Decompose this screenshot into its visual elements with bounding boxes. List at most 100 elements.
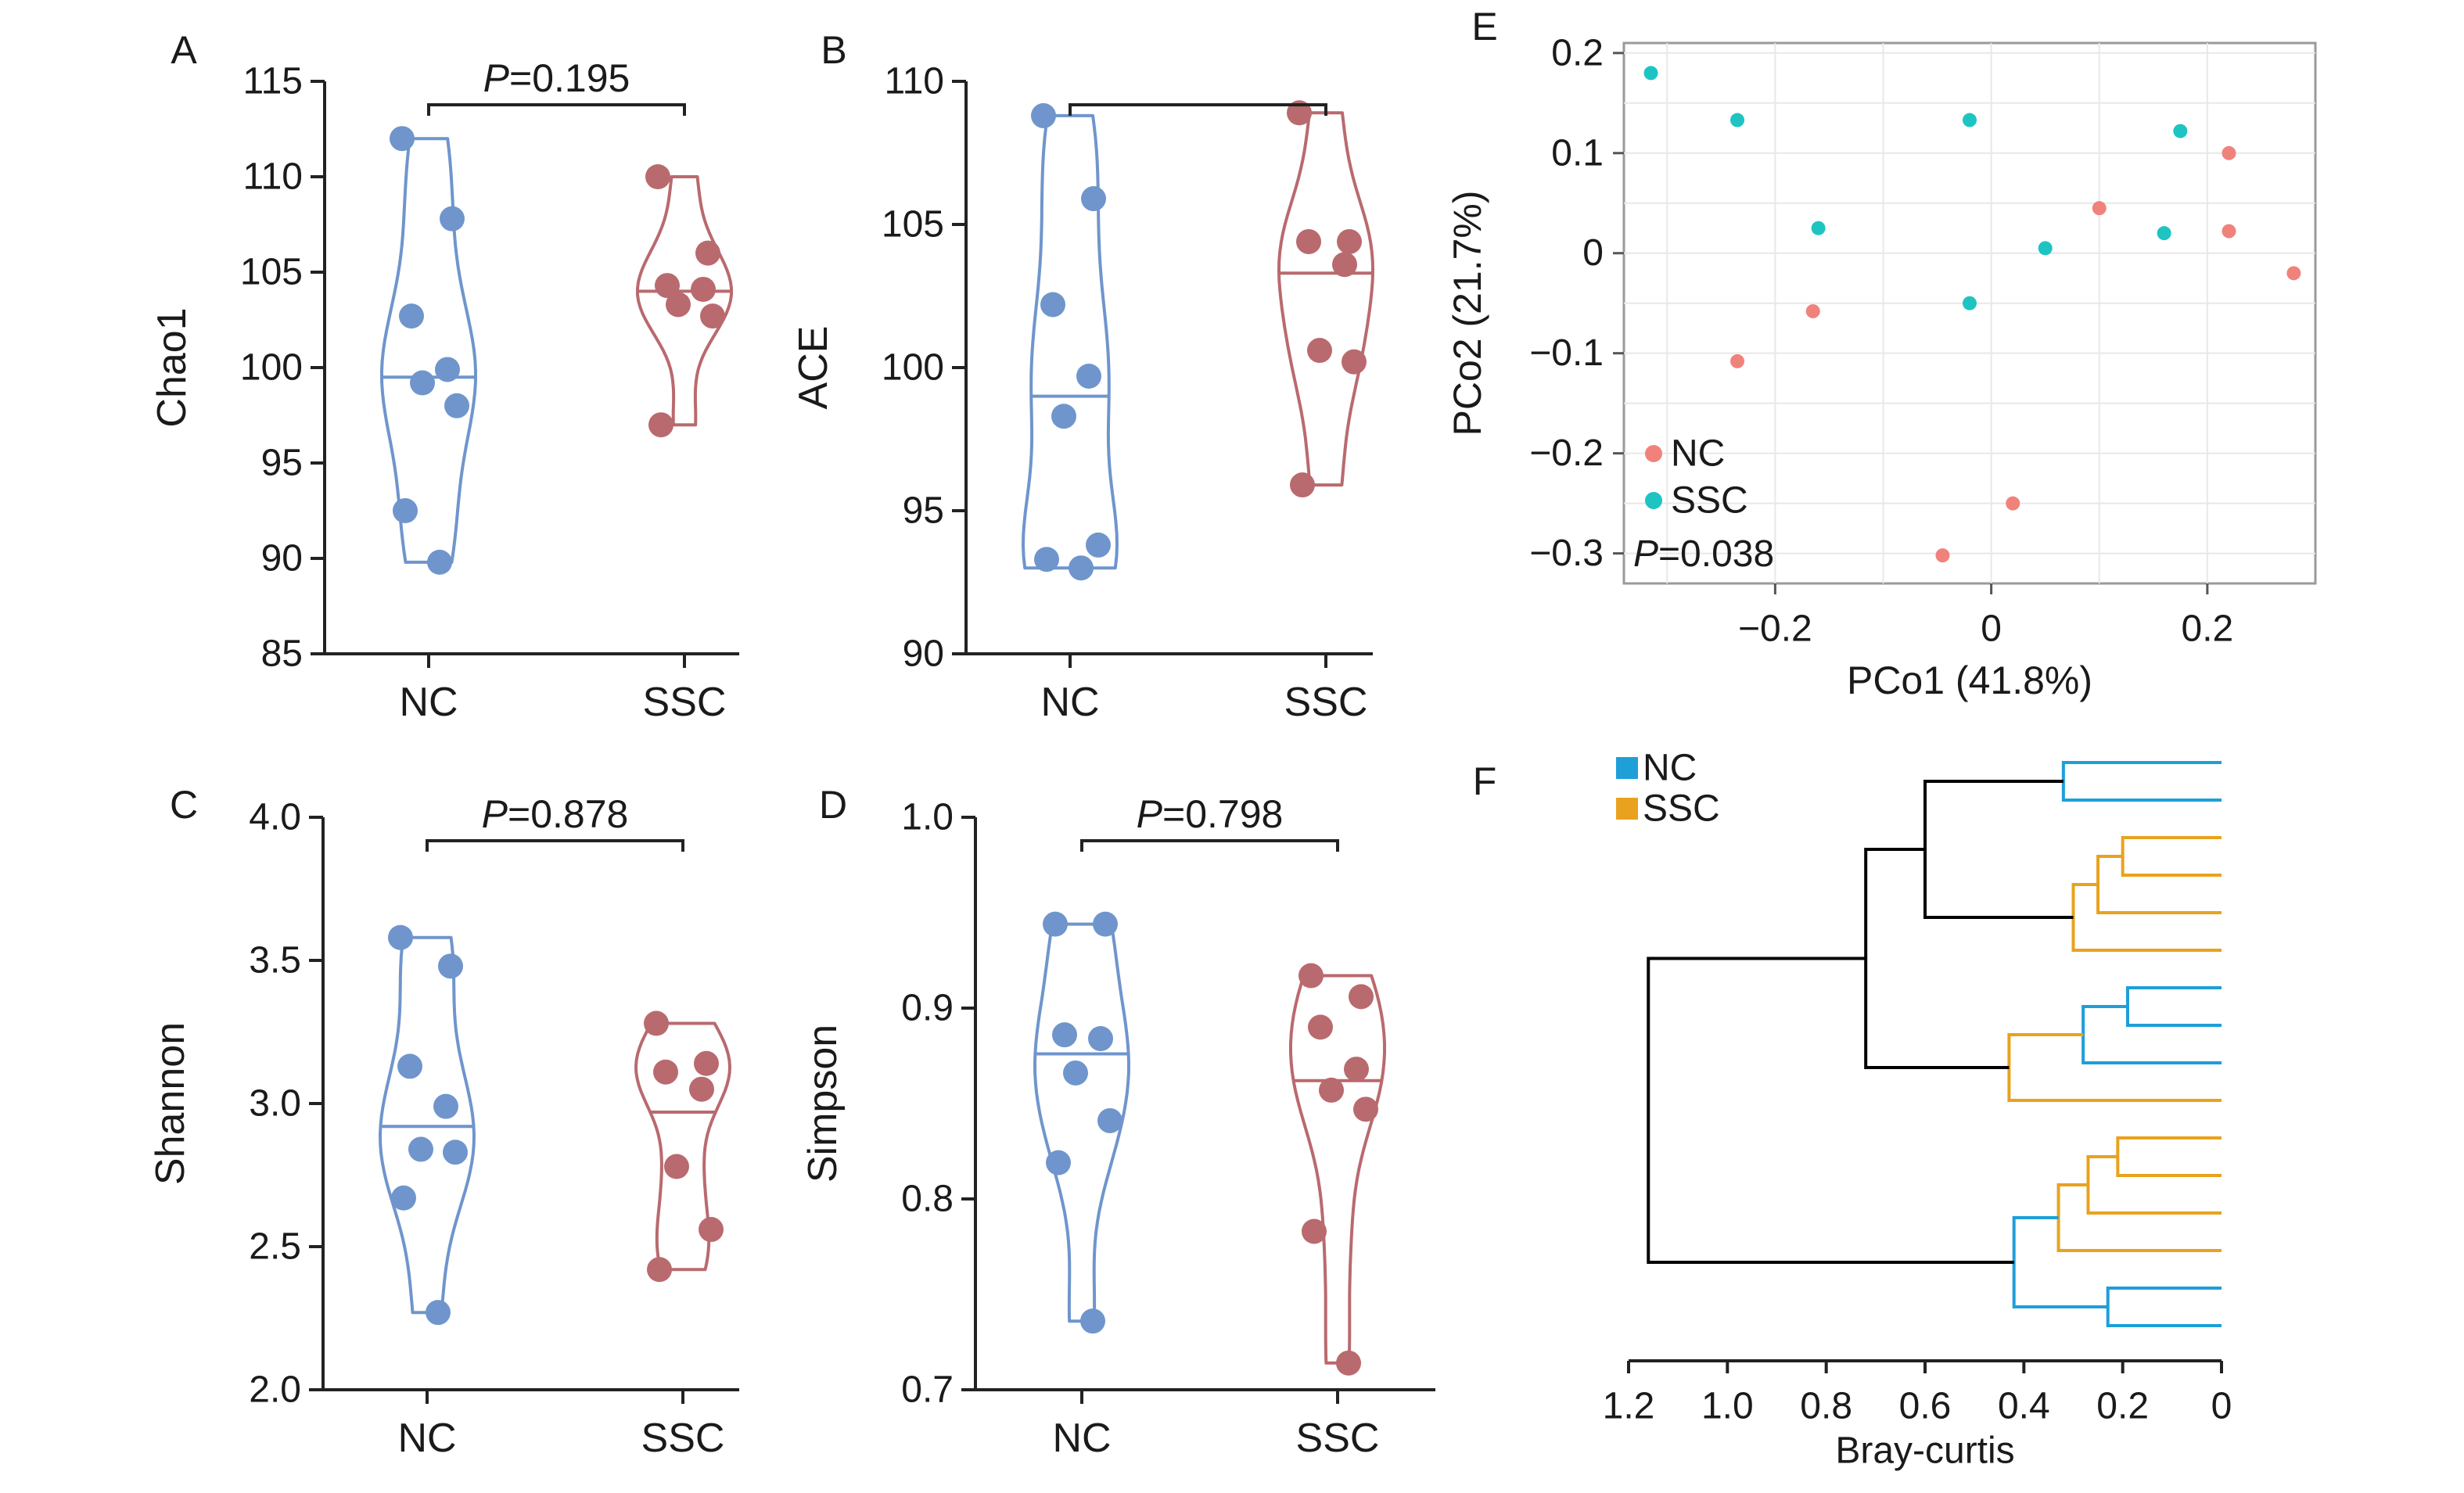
plot-area (1622, 41, 2317, 585)
p-value-label: P=0.195 (483, 56, 630, 100)
data-point (1319, 1077, 1344, 1103)
p-value: =0.195 (509, 56, 630, 100)
y-tick-label: 110 (884, 61, 944, 102)
legend-label: SSC (1643, 788, 1720, 830)
dendrogram-branch (2012, 1216, 2108, 1308)
data-point (691, 276, 716, 302)
violin-ssc (1289, 974, 1386, 1365)
data-point (1097, 1107, 1122, 1133)
data-point (1298, 963, 1324, 989)
data-point (399, 303, 424, 329)
data-point-nc (1730, 354, 1745, 368)
y-axis-title: Simpson (800, 1025, 846, 1183)
data-point-ssc (2038, 241, 2053, 256)
y-axis-title: Chao1 (149, 307, 195, 427)
data-point (410, 370, 435, 396)
data-point (699, 1217, 724, 1243)
data-point (1287, 100, 1312, 126)
data-point-ssc (2157, 226, 2171, 241)
data-point-nc (2092, 201, 2107, 216)
y-tick-label: 90 (903, 633, 944, 675)
p-value: =0.798 (1162, 792, 1283, 836)
x-tick-label: 1.2 (1603, 1386, 1655, 1427)
dendrogram-branch (2096, 855, 2222, 914)
dendrogram-branch (1923, 780, 2074, 919)
x-axis-title: PCo1 (41.8%) (1847, 659, 2092, 702)
data-point (1088, 1026, 1113, 1052)
data-point (1086, 532, 1111, 558)
x-tick-label: SSC (641, 1416, 725, 1461)
data-point-nc (1935, 548, 1950, 563)
p-value: =0.038 (1658, 533, 1774, 575)
dendrogram-branch (2071, 883, 2222, 952)
data-point (397, 1053, 422, 1079)
legend-marker (1645, 445, 1662, 462)
data-point (438, 953, 463, 979)
y-tick-label: 95 (903, 490, 944, 532)
significance-bracket (1080, 839, 1339, 852)
violin-nc (380, 137, 477, 564)
y-tick-label: 110 (242, 156, 303, 198)
data-point (1332, 252, 1357, 278)
data-point-nc (2222, 145, 2236, 160)
dendrogram-branch (2116, 1136, 2222, 1177)
data-point (1043, 911, 1068, 937)
y-tick-label: 0.1 (1551, 132, 1604, 174)
p-symbol: P (1633, 533, 1658, 575)
data-point (1034, 547, 1059, 572)
data-point-nc (1805, 303, 1820, 318)
data-point (694, 1050, 719, 1076)
data-point (435, 357, 460, 382)
y-tick-label: 3.0 (249, 1083, 301, 1125)
data-point-nc (2006, 496, 2020, 511)
x-tick-label: NC (399, 680, 458, 725)
data-point (1296, 228, 1321, 254)
data-point (1307, 338, 1332, 364)
significance-bracket (427, 103, 686, 116)
y-tick-label: 105 (240, 252, 303, 293)
data-point (647, 1257, 672, 1283)
p-value: =0.878 (508, 792, 628, 836)
x-tick-label: 0 (2211, 1386, 2232, 1427)
p-symbol: P (482, 792, 508, 836)
y-tick-label: 85 (261, 633, 303, 675)
data-point (1046, 1150, 1071, 1175)
legend-label: NC (1671, 433, 1725, 475)
data-point (1076, 363, 1101, 389)
y-tick-label: −0.3 (1529, 533, 1604, 574)
y-axis-title: Shannon (148, 1022, 193, 1185)
violin-ssc (1277, 111, 1374, 487)
data-point (433, 1093, 458, 1119)
data-point (427, 549, 452, 575)
p-symbol: P (1137, 792, 1163, 836)
data-point-nc (2222, 224, 2236, 239)
panel-label: E (1471, 5, 1497, 48)
dendrogram-branch (2007, 1033, 2222, 1102)
data-point (393, 498, 418, 523)
data-point (1063, 1060, 1088, 1086)
x-tick-label: NC (1040, 680, 1099, 725)
data-point (1290, 472, 1315, 498)
data-point (1353, 1096, 1378, 1122)
data-point (440, 206, 465, 231)
panel-label: F (1473, 759, 1497, 803)
data-point-nc (2286, 266, 2301, 281)
data-point (1052, 1022, 1077, 1048)
y-tick-label: 100 (882, 347, 944, 389)
y-tick-label: 100 (240, 347, 303, 389)
data-point (1342, 349, 1367, 375)
x-tick-label: SSC (1296, 1416, 1380, 1461)
data-point (443, 1139, 468, 1165)
data-point-ssc (2173, 124, 2188, 138)
data-point-ssc (1730, 113, 1745, 127)
y-tick-label: 2.0 (249, 1369, 301, 1411)
dendrogram-branch (2121, 836, 2222, 877)
legend-label: SSC (1671, 480, 1748, 522)
y-axis-title: ACE (791, 326, 836, 410)
significance-bracket (1069, 103, 1327, 116)
data-point (426, 1300, 451, 1326)
panel-label: C (170, 783, 198, 827)
panel-label: D (819, 783, 847, 827)
data-point (653, 1059, 678, 1085)
